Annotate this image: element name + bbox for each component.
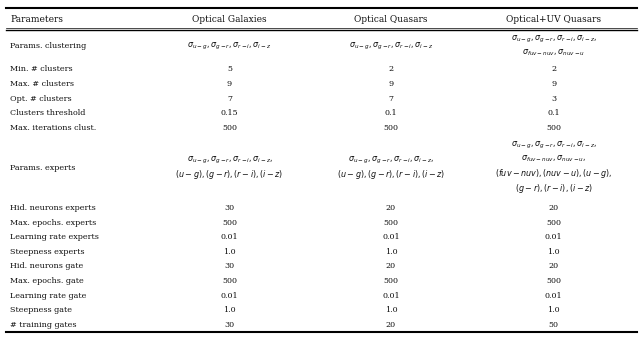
Text: 9: 9 [388,80,394,88]
Text: 7: 7 [227,95,232,102]
Text: $\sigma_{u-g},\sigma_{g-r},\sigma_{r-i},\sigma_{i-z},$
$\sigma_{fuv-nuv},\sigma_: $\sigma_{u-g},\sigma_{g-r},\sigma_{r-i},… [511,34,596,58]
Text: Params. clustering: Params. clustering [10,42,86,50]
Text: 9: 9 [551,80,556,88]
Text: 500: 500 [546,124,561,132]
Text: 0.01: 0.01 [221,292,238,300]
Text: 30: 30 [225,321,235,329]
Text: 500: 500 [222,219,237,227]
Text: 500: 500 [546,277,561,285]
Text: 3: 3 [551,95,556,102]
Text: $\sigma_{u-g},\sigma_{g-r},\sigma_{r-i},\sigma_{i-z},$
$(u-g),(g-r),(r-i),(i-z)$: $\sigma_{u-g},\sigma_{g-r},\sigma_{r-i},… [337,155,445,181]
Text: 20: 20 [548,204,559,212]
Text: Parameters: Parameters [10,15,63,24]
Text: 500: 500 [383,277,399,285]
Text: $\sigma_{u-g},\sigma_{g-r},\sigma_{r-i},\sigma_{i-z},$
$(u-g),(g-r),(r-i),(i-z)$: $\sigma_{u-g},\sigma_{g-r},\sigma_{r-i},… [175,155,284,181]
Text: 1.0: 1.0 [385,248,397,256]
Text: Opt. # clusters: Opt. # clusters [10,95,72,102]
Text: 5: 5 [227,65,232,73]
Text: 20: 20 [386,262,396,271]
Text: Steepness gate: Steepness gate [10,306,72,314]
Text: 1.0: 1.0 [547,248,560,256]
Text: 0.01: 0.01 [382,292,400,300]
Text: Hid. neurons gate: Hid. neurons gate [10,262,83,271]
Text: Learning rate gate: Learning rate gate [10,292,86,300]
Text: 0.01: 0.01 [545,292,563,300]
Text: 50: 50 [548,321,559,329]
Text: 20: 20 [386,321,396,329]
Text: 20: 20 [548,262,559,271]
Text: Steepness experts: Steepness experts [10,248,84,256]
Text: 30: 30 [225,262,235,271]
Text: Optical+UV Quasars: Optical+UV Quasars [506,15,601,24]
Text: 2: 2 [388,65,394,73]
Text: Max. epochs. experts: Max. epochs. experts [10,219,97,227]
Text: 500: 500 [222,277,237,285]
Text: 0.01: 0.01 [221,233,238,241]
Text: Max. iterations clust.: Max. iterations clust. [10,124,97,132]
Text: $\sigma_{u-g},\sigma_{g-r},\sigma_{r-i},\sigma_{i-z},$
$\sigma_{fuv-nuv},\sigma_: $\sigma_{u-g},\sigma_{g-r},\sigma_{r-i},… [495,140,612,196]
Text: 0.1: 0.1 [385,109,397,117]
Text: $\sigma_{u-g}, \sigma_{g-r}, \sigma_{r-i}, \sigma_{i-z}$: $\sigma_{u-g}, \sigma_{g-r}, \sigma_{r-i… [349,41,433,52]
Text: 0.01: 0.01 [545,233,563,241]
Text: 9: 9 [227,80,232,88]
Text: 0.01: 0.01 [382,233,400,241]
Text: 2: 2 [551,65,556,73]
Text: Params. experts: Params. experts [10,164,76,172]
Text: Optical Galaxies: Optical Galaxies [192,15,267,24]
Text: Optical Quasars: Optical Quasars [354,15,428,24]
Text: 500: 500 [222,124,237,132]
Text: Max. epochs. gate: Max. epochs. gate [10,277,84,285]
Text: $\sigma_{u-g}, \sigma_{g-r}, \sigma_{r-i}, \sigma_{i-z}$: $\sigma_{u-g}, \sigma_{g-r}, \sigma_{r-i… [188,41,272,52]
Text: 500: 500 [546,219,561,227]
Text: Hid. neurons experts: Hid. neurons experts [10,204,96,212]
Text: Max. # clusters: Max. # clusters [10,80,74,88]
Text: 1.0: 1.0 [223,248,236,256]
Text: 30: 30 [225,204,235,212]
Text: Learning rate experts: Learning rate experts [10,233,99,241]
Text: Clusters threshold: Clusters threshold [10,109,86,117]
Text: 7: 7 [388,95,394,102]
Text: 500: 500 [383,124,399,132]
Text: 1.0: 1.0 [547,306,560,314]
Text: # training gates: # training gates [10,321,77,329]
Text: 0.1: 0.1 [547,109,560,117]
Text: 1.0: 1.0 [223,306,236,314]
Text: 20: 20 [386,204,396,212]
Text: 0.15: 0.15 [221,109,238,117]
Text: 1.0: 1.0 [385,306,397,314]
Text: Min. # clusters: Min. # clusters [10,65,73,73]
Text: 500: 500 [383,219,399,227]
